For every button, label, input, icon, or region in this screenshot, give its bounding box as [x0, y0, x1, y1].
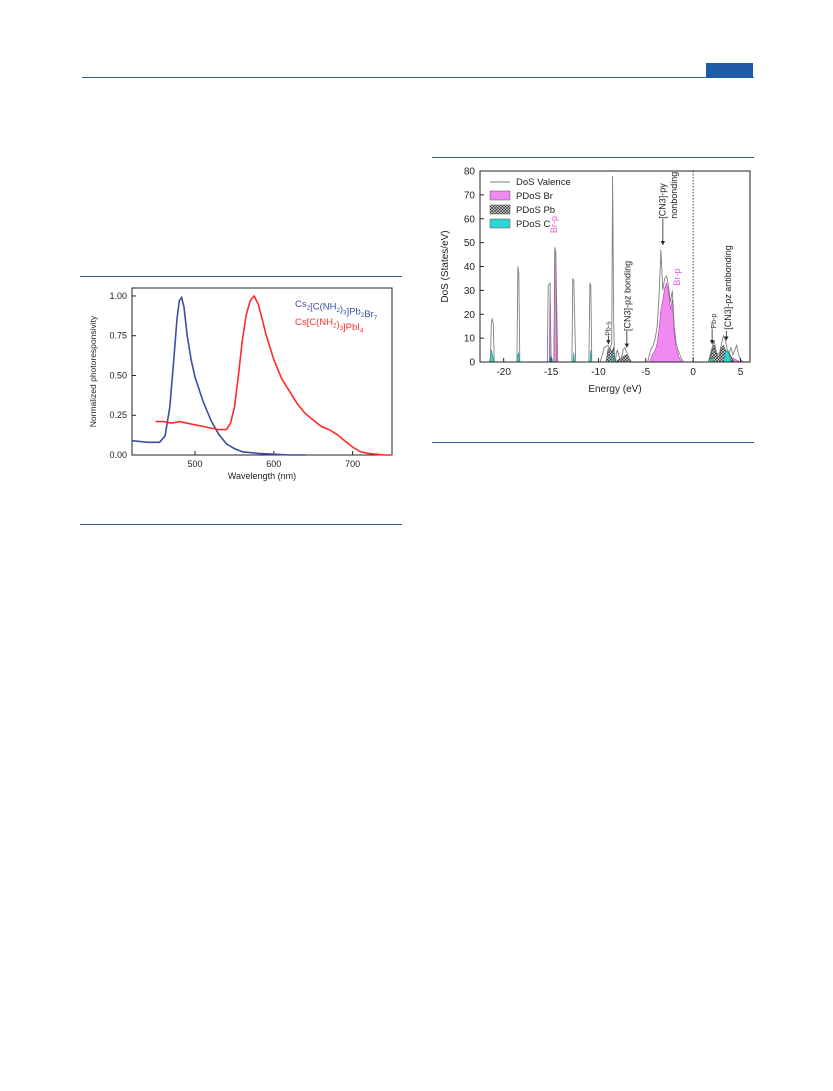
annotation-pb-s: Pb-s [606, 321, 613, 336]
right-figure-top-rule [432, 157, 754, 158]
legend-label-br: PDoS Br [516, 191, 553, 202]
annotation-pb-p: Pb-p [711, 314, 718, 329]
series-line [131, 295, 306, 456]
header-badge [706, 63, 753, 78]
y-axis-label: DoS (States/eV) [440, 230, 451, 302]
annotation-cn3-nonbonding-2: nonbonding [669, 172, 679, 219]
y-tick-label: 80 [464, 167, 476, 178]
left-figure-top-rule [80, 276, 402, 277]
pdos-c-area [489, 349, 732, 363]
annotation-cn3-nonbonding-1: [CN3]-py [658, 183, 668, 219]
y-tick-label: 20 [464, 310, 476, 321]
x-axis-label: Wavelength (nm) [228, 471, 296, 481]
x-tick-label: 500 [188, 459, 203, 469]
annotation-br-p-low: Br-p [549, 216, 559, 233]
photoresponsivity-chart: 500 600 700 0.00 0.25 0.50 0.75 1.00 Wavelength … [88, 287, 393, 481]
y-axis-label: Normalized photoresponsivity [88, 315, 98, 427]
x-tick-label: -15 [544, 367, 559, 378]
arrow-pb-p-head [709, 340, 715, 345]
y-tick-label: 50 [464, 238, 476, 249]
x-tick-label: -10 [591, 367, 606, 378]
left-figure-bottom-rule [80, 524, 402, 525]
annotation-cn3-bonding: [CN3]-pz bonding [623, 261, 633, 331]
y-tick-label: 40 [464, 262, 476, 273]
y-tick-label: 0.25 [109, 410, 127, 420]
x-tick-label: -20 [496, 367, 511, 378]
y-tick-label: 60 [464, 214, 476, 225]
arrow-cn3-nonbonding-head [660, 241, 666, 246]
pdos-br-area [548, 249, 741, 363]
x-tick-label: -5 [641, 367, 650, 378]
dos-valence-line [484, 175, 744, 363]
y-tick-label: 0.00 [109, 450, 127, 460]
y-tick-label: 10 [464, 334, 476, 345]
x-tick-label: 600 [266, 459, 281, 469]
y-tick-label: 1.00 [109, 291, 127, 301]
legend-label-valence: DoS Valence [516, 177, 571, 188]
header-rule [82, 77, 754, 78]
series-line [155, 294, 392, 456]
legend-swatch-br [489, 190, 511, 201]
legend-label-pb: PDoS Pb [516, 205, 555, 216]
legend-swatch-c [489, 218, 511, 229]
legend-label-c: PDoS C [516, 219, 550, 230]
legend-series-1: Cs2[C(NH2)3]Pb2Br7 [295, 299, 378, 322]
x-tick-label: 0 [690, 367, 696, 378]
plot-frame [131, 287, 393, 456]
right-figure-bottom-rule [432, 442, 754, 443]
legend-series-2: Cs[C(NH2)3]PbI4 [295, 317, 364, 335]
y-tick-label: 0 [469, 358, 475, 369]
y-tick-label: 0.50 [109, 370, 127, 380]
annotation-cn3-antibonding: [CN3]-pz antibonding [723, 245, 733, 330]
arrow-pb-s-head [606, 340, 611, 345]
x-tick-label: 5 [738, 367, 744, 378]
x-tick-label: 700 [345, 459, 360, 469]
legend-swatch-pb [489, 204, 511, 215]
arrow-cn3-bonding-head [624, 343, 630, 348]
x-axis-label: Energy (eV) [588, 384, 641, 395]
arrow-cn3-antibonding-head [724, 336, 729, 341]
y-tick-label: 70 [464, 190, 476, 201]
y-tick-label: 0.75 [109, 331, 127, 341]
y-tick-label: 30 [464, 286, 476, 297]
annotation-br-p-high: Br-p [672, 269, 682, 286]
